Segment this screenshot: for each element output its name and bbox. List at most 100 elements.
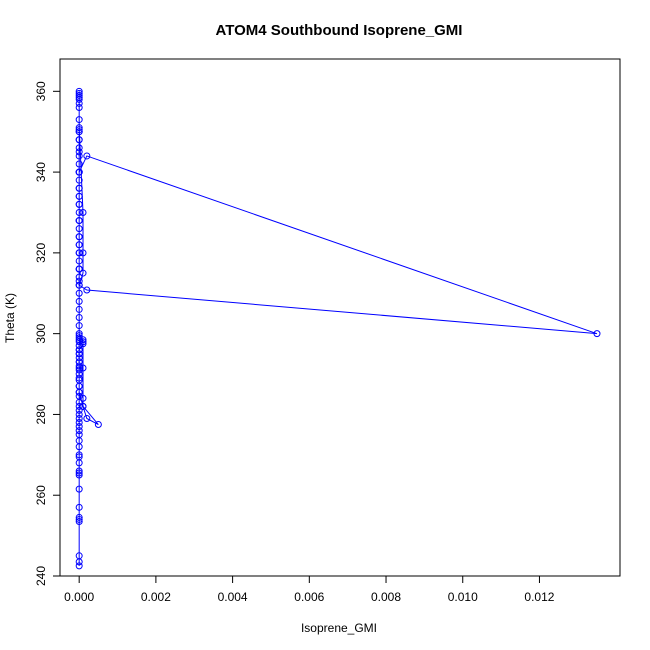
x-tick-label: 0.012: [524, 590, 554, 604]
data-point: [75, 249, 83, 257]
y-tick-label: 260: [34, 485, 48, 505]
data-point: [75, 305, 83, 313]
x-tick-label: 0.010: [448, 590, 478, 604]
data-point: [75, 414, 83, 422]
data-point: [94, 421, 102, 429]
x-tick-label: 0.008: [371, 590, 401, 604]
data-point: [79, 336, 87, 344]
data-point: [75, 334, 83, 342]
data-point: [75, 184, 83, 192]
chart-title: ATOM4 Southbound Isoprene_GMI: [216, 22, 463, 39]
data-point: [79, 394, 87, 402]
y-tick-label: 240: [34, 566, 48, 586]
data-point: [75, 217, 83, 225]
data-point: [75, 366, 83, 374]
y-tick-label: 360: [34, 81, 48, 101]
data-point: [75, 89, 83, 97]
data-point: [75, 128, 83, 136]
data-point: [75, 503, 83, 511]
data-point: [75, 87, 83, 95]
data-point: [75, 406, 83, 414]
data-point: [75, 277, 83, 285]
data-point: [75, 410, 83, 418]
data-point: [83, 152, 91, 160]
data-point: [75, 374, 83, 382]
data-point: [75, 225, 83, 233]
data-point: [79, 249, 87, 257]
data-point: [75, 192, 83, 200]
data-point: [75, 485, 83, 493]
data-point: [75, 257, 83, 265]
data-point: [75, 233, 83, 241]
data-point: [75, 471, 83, 479]
series-line: [78, 91, 598, 566]
data-point: [75, 562, 83, 570]
data-point: [75, 362, 83, 370]
y-tick-label: 280: [34, 404, 48, 424]
data-point: [75, 144, 83, 152]
data-point: [75, 517, 83, 525]
data-point: [75, 152, 83, 160]
data-point: [79, 402, 87, 410]
data-point: [75, 148, 83, 156]
x-axis: 0.000 0.002 0.004 0.006 0.008 0.010 0.012: [64, 575, 555, 604]
data-point: [75, 124, 83, 132]
data-point: [593, 330, 601, 338]
data-point: [75, 103, 83, 111]
data-point: [75, 126, 83, 134]
data-point: [83, 286, 91, 294]
data-point: [75, 427, 83, 435]
y-axis-label: Theta (K): [3, 293, 17, 343]
x-tick-label: 0.000: [64, 590, 94, 604]
data-point: [79, 364, 87, 372]
y-axis: 240 260 280 300 320 340 360: [34, 81, 61, 586]
data-point: [79, 338, 87, 346]
data-point: [75, 281, 83, 289]
data-point: [75, 358, 83, 366]
data-point: [75, 451, 83, 459]
data-point: [75, 431, 83, 439]
data-point: [75, 297, 83, 305]
data-point: [83, 414, 91, 422]
data-point: [75, 136, 83, 144]
plot-frame: [59, 58, 621, 577]
data-point: [75, 332, 83, 340]
data-point: [75, 515, 83, 523]
data-point: [75, 513, 83, 521]
data-point: [75, 322, 83, 330]
data-point: [75, 91, 83, 99]
data-point: [79, 208, 87, 216]
data-point: [75, 330, 83, 338]
data-point: [75, 423, 83, 431]
data-point: [75, 168, 83, 176]
data-point: [75, 419, 83, 427]
y-tick-label: 300: [34, 323, 48, 343]
x-tick-label: 0.002: [141, 590, 171, 604]
data-point: [75, 388, 83, 396]
data-point: [75, 160, 83, 168]
data-point: [75, 469, 83, 477]
data-point: [75, 273, 83, 281]
data-point: [75, 241, 83, 249]
data-point: [75, 289, 83, 297]
x-tick-label: 0.006: [294, 590, 324, 604]
data-point: [75, 346, 83, 354]
data-point: [75, 453, 83, 461]
data-point: [75, 176, 83, 184]
x-axis-label: Isoprene_GMI: [301, 621, 377, 635]
data-point: [75, 354, 83, 362]
data-point: [75, 200, 83, 208]
x-tick-label: 0.004: [218, 590, 248, 604]
data-point: [75, 392, 83, 400]
data-point: [75, 314, 83, 321]
data-point: [75, 350, 83, 358]
data-point: [79, 269, 87, 277]
data-point: [75, 265, 83, 273]
plot-series: [75, 87, 601, 570]
data-point: [75, 402, 83, 410]
data-point: [75, 208, 83, 216]
data-point: [75, 467, 83, 475]
data-point: [79, 340, 87, 348]
data-point: [75, 116, 83, 124]
